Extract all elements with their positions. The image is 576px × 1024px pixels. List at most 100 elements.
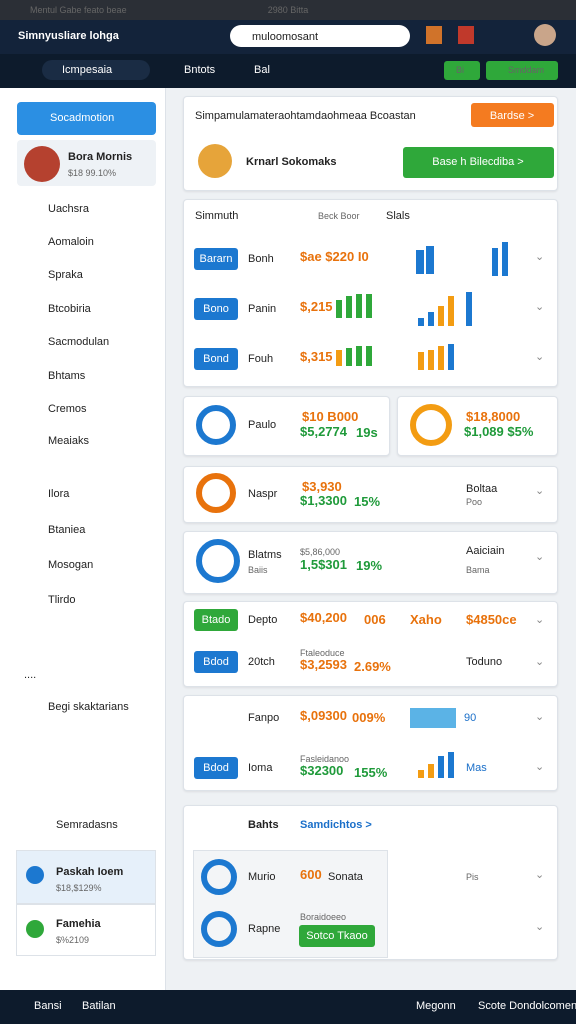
row-label: Bonh bbox=[248, 253, 274, 265]
menu-item[interactable]: Cremos bbox=[48, 403, 87, 415]
chevron[interactable]: ⌄ bbox=[535, 656, 545, 668]
table-header: Slals bbox=[386, 210, 410, 222]
nav-menu[interactable]: Icmpesaia bbox=[62, 64, 113, 76]
row-right: Toduno bbox=[466, 656, 503, 668]
chevron[interactable]: ⌄ bbox=[535, 761, 545, 773]
tag[interactable] bbox=[194, 651, 238, 673]
banner-button[interactable] bbox=[471, 103, 554, 127]
chevron[interactable]: ⌄ bbox=[535, 614, 545, 626]
section-title[interactable]: Semradasns bbox=[56, 819, 118, 831]
account-name[interactable]: Famehia bbox=[56, 918, 101, 930]
chevron[interactable]: ⌄ bbox=[535, 251, 545, 263]
row-amount: $,09300 bbox=[300, 708, 347, 723]
chevron[interactable]: ⌄ bbox=[535, 301, 545, 313]
nav-item[interactable]: Bntots bbox=[184, 64, 216, 76]
account-stat: $18,$129% bbox=[56, 883, 102, 893]
more: .... bbox=[24, 669, 37, 681]
row-label: 20tch bbox=[248, 656, 275, 668]
section-title[interactable]: Begi skaktarians bbox=[48, 701, 129, 713]
stat-card bbox=[183, 531, 558, 594]
chevron[interactable]: ⌄ bbox=[535, 551, 545, 563]
tag[interactable] bbox=[194, 757, 238, 779]
menu-item[interactable]: Meaiaks bbox=[48, 435, 89, 447]
row-amount: 600 bbox=[300, 867, 322, 882]
menu-item[interactable]: Uachsra bbox=[48, 203, 89, 215]
tag-text[interactable]: Btado bbox=[201, 614, 231, 626]
title-bar bbox=[0, 0, 576, 20]
stat-value: $1,3300 bbox=[300, 493, 347, 508]
button-text[interactable]: Base h Bilecdiba > bbox=[432, 156, 524, 168]
list-card bbox=[183, 601, 558, 687]
cta-button[interactable] bbox=[403, 147, 554, 178]
menu-item[interactable]: Ilora bbox=[48, 488, 70, 500]
panel-button[interactable] bbox=[299, 925, 375, 947]
tag[interactable] bbox=[194, 348, 238, 370]
footer-link[interactable]: Batilan bbox=[82, 1000, 116, 1012]
icon[interactable] bbox=[426, 26, 442, 44]
footer-link[interactable]: Scote Dondolcomen bbox=[478, 1000, 576, 1012]
account-stat: $%2109 bbox=[56, 935, 90, 945]
stat-label: Naspr bbox=[248, 488, 278, 500]
tag-text[interactable]: Bdod bbox=[203, 762, 229, 774]
account-name[interactable]: Paskah Ioem bbox=[56, 866, 124, 878]
footer-link[interactable]: Bansi bbox=[34, 1000, 62, 1012]
nav-button-text[interactable]: Smddam bbox=[508, 65, 545, 75]
tag-text[interactable]: Bond bbox=[203, 353, 229, 365]
stat-pct: 19s bbox=[356, 425, 378, 440]
chevron[interactable]: ⌄ bbox=[535, 711, 545, 723]
chevron[interactable]: ⌄ bbox=[535, 351, 545, 363]
row-top: Fasleidanoo bbox=[300, 754, 350, 764]
menu-item[interactable]: Tlirdo bbox=[48, 594, 76, 606]
chevron[interactable]: ⌄ bbox=[535, 921, 545, 933]
primary-button[interactable] bbox=[17, 102, 156, 135]
menu-item[interactable]: Aomaloin bbox=[48, 236, 94, 248]
panel-title: Bahts bbox=[248, 819, 279, 831]
tag[interactable] bbox=[194, 609, 238, 631]
row-label: Murio bbox=[248, 871, 276, 883]
search-text[interactable]: muloomosant bbox=[252, 31, 319, 43]
nav-button-text[interactable]: Bi bbox=[456, 65, 465, 75]
row-brand: Xaho bbox=[410, 612, 442, 627]
tag[interactable] bbox=[194, 248, 238, 270]
stat-sub: Poo bbox=[466, 497, 483, 507]
tag[interactable] bbox=[194, 298, 238, 320]
menu-item[interactable]: Mosogan bbox=[48, 559, 94, 571]
tag-text[interactable]: Bararn bbox=[199, 253, 233, 265]
chevron[interactable]: ⌄ bbox=[535, 485, 545, 497]
stat-top: $10 B000 bbox=[302, 409, 359, 424]
row-right: $4850ce bbox=[466, 612, 517, 627]
tag-text[interactable]: Bono bbox=[203, 303, 229, 315]
tag-text[interactable]: Bdod bbox=[203, 656, 229, 668]
nav-item[interactable]: Bal bbox=[254, 64, 270, 76]
table-header: Simmuth bbox=[195, 210, 239, 222]
banner-name: Krnarl Sokomaks bbox=[246, 156, 337, 168]
panel-link[interactable]: Samdichtos > bbox=[300, 819, 372, 831]
row-amount: $,315 bbox=[300, 349, 333, 364]
menu-item[interactable]: Btcobiria bbox=[48, 303, 91, 315]
nav-button[interactable] bbox=[444, 61, 480, 80]
search-box[interactable] bbox=[230, 25, 410, 47]
stat-value: $5,2774 bbox=[300, 424, 347, 439]
menu-item[interactable]: Spraka bbox=[48, 269, 83, 281]
nav-pill[interactable] bbox=[42, 60, 150, 80]
avatar[interactable] bbox=[534, 24, 556, 46]
button-text[interactable]: Bardse > bbox=[489, 110, 535, 122]
row-amount: $,215 bbox=[300, 299, 333, 314]
menu-item[interactable]: Btaniea bbox=[48, 524, 86, 536]
footer-link[interactable]: Megonn bbox=[416, 1000, 456, 1012]
chevron[interactable]: ⌄ bbox=[535, 869, 545, 881]
row-label: Fouh bbox=[248, 353, 274, 365]
button-text[interactable]: Sotco Tkaoo bbox=[306, 930, 368, 942]
row-label: Ioma bbox=[248, 762, 273, 774]
tab-title: 2980 Bitta bbox=[267, 5, 309, 15]
button-text[interactable]: Socadmotion bbox=[50, 112, 115, 124]
nav-button[interactable] bbox=[486, 61, 558, 80]
row-label: Fanpo bbox=[248, 712, 280, 724]
row-right: Mas bbox=[466, 762, 487, 774]
menu-item[interactable]: Bhtams bbox=[48, 370, 86, 382]
stat-pct: 15% bbox=[354, 494, 381, 509]
icon[interactable] bbox=[458, 26, 474, 44]
menu-item[interactable]: Sacmodulan bbox=[48, 336, 110, 348]
window-title: Mentul Gabe feato beae bbox=[30, 5, 127, 15]
